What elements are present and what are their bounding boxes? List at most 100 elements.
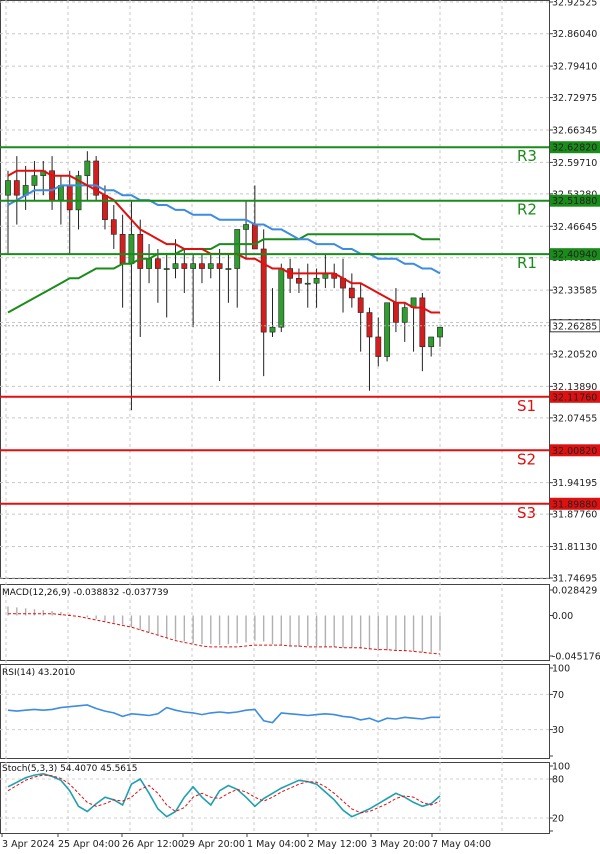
price-tick-label: 32.33585 bbox=[552, 286, 597, 297]
level-value-r2: 32.51880 bbox=[552, 196, 597, 207]
candle-body-bullish bbox=[243, 224, 249, 230]
price-tick-label: 31.81130 bbox=[552, 542, 597, 553]
candle bbox=[366, 307, 373, 391]
candle-body-bearish bbox=[393, 302, 399, 323]
level-tag-r2 bbox=[550, 194, 600, 207]
level-tag-s2 bbox=[550, 444, 600, 457]
x-tick-label: 7 May 04:00 bbox=[432, 839, 491, 850]
x-tick-label: 26 Apr 12:00 bbox=[122, 839, 184, 850]
level-name-r2: R2 bbox=[517, 201, 537, 219]
candle bbox=[437, 326, 443, 347]
candle-body-bearish bbox=[13, 180, 20, 196]
x-tick-label: 2 May 12:00 bbox=[308, 839, 367, 850]
macd-label: MACD(12,26,9) -0.038832 -0.037739 bbox=[2, 588, 169, 598]
candle-body-bearish bbox=[93, 160, 100, 196]
level-tag-s3 bbox=[550, 497, 600, 510]
candle bbox=[84, 151, 91, 201]
level-name-s3: S3 bbox=[517, 504, 536, 522]
candle bbox=[49, 156, 55, 210]
panel-border bbox=[0, 0, 550, 579]
level-value-r3: 32.62820 bbox=[552, 143, 597, 154]
candle bbox=[428, 336, 435, 357]
candle-body-bullish bbox=[31, 175, 38, 186]
level-value-s2: 32.00820 bbox=[552, 446, 597, 457]
candle-body-bearish bbox=[366, 312, 373, 338]
candle-body-bearish bbox=[251, 224, 258, 250]
candle bbox=[163, 253, 170, 318]
macd-tick-label: -0.045176 bbox=[552, 652, 600, 663]
candle bbox=[181, 248, 188, 293]
moving-average-red bbox=[7, 169, 440, 314]
rsi-label: RSI(14) 43.2010 bbox=[2, 668, 75, 678]
candle bbox=[13, 156, 20, 225]
level-name-s1: S1 bbox=[517, 397, 536, 415]
price-tick-label: 31.74695 bbox=[552, 574, 597, 585]
candle bbox=[5, 170, 11, 254]
candle-body-bearish bbox=[119, 234, 126, 264]
moving-average-green bbox=[7, 233, 440, 314]
price-tick-label: 32.59710 bbox=[552, 158, 597, 169]
candle bbox=[384, 302, 391, 362]
candle bbox=[251, 185, 258, 250]
candle bbox=[234, 229, 241, 308]
candle-body-bullish bbox=[225, 268, 232, 270]
stoch-label: Stoch(5,3,3) 54.4070 45.5615 bbox=[2, 764, 137, 774]
candle bbox=[313, 268, 320, 308]
rsi-line bbox=[7, 704, 440, 724]
price-tick-label: 32.07455 bbox=[552, 413, 597, 424]
candle-body-bullish bbox=[428, 336, 435, 348]
candle-body-bearish bbox=[110, 219, 117, 235]
candle bbox=[278, 263, 285, 333]
candle-body-bearish bbox=[66, 185, 73, 211]
candle bbox=[225, 253, 232, 303]
candle-body-bearish bbox=[260, 248, 267, 333]
x-tick-label: 29 Apr 20:00 bbox=[183, 839, 245, 850]
candle-body-bullish bbox=[278, 268, 285, 328]
current-price-label: 32.26285 bbox=[552, 321, 597, 332]
candle bbox=[401, 302, 408, 342]
rsi-tick-label: 30 bbox=[552, 725, 564, 736]
candle-body-bearish bbox=[296, 278, 302, 284]
stoch-tick-label: 100 bbox=[552, 762, 570, 773]
grid bbox=[0, 0, 550, 834]
candle bbox=[154, 248, 161, 303]
candle bbox=[375, 317, 382, 367]
candle bbox=[110, 204, 117, 249]
candle bbox=[119, 214, 126, 308]
candle bbox=[348, 273, 355, 308]
support-resistance-levels: R3 R2 R1 S1 S2 S3 bbox=[0, 146, 549, 522]
level-tag-r3 bbox=[550, 141, 600, 154]
x-tick-label: 3 Apr 2024 bbox=[2, 839, 55, 850]
candle-body-bearish bbox=[375, 336, 382, 357]
price-panel bbox=[0, 151, 549, 411]
level-value-s3: 31.89880 bbox=[552, 499, 597, 510]
x-tick-label: 1 May 04:00 bbox=[247, 839, 306, 850]
candle-body-bearish bbox=[348, 287, 355, 299]
price-tick-label: 32.92525 bbox=[552, 0, 597, 9]
candle bbox=[340, 258, 346, 313]
candle bbox=[102, 185, 108, 230]
level-name-r3: R3 bbox=[517, 147, 537, 165]
candle-body-bearish bbox=[199, 263, 205, 269]
macd-tick-label: 0.00 bbox=[552, 611, 573, 622]
level-tag-s1 bbox=[550, 390, 600, 403]
candle bbox=[287, 258, 294, 293]
candle bbox=[269, 288, 276, 337]
candle-body-bullish bbox=[84, 160, 91, 176]
candle bbox=[419, 292, 426, 372]
candle-body-bearish bbox=[357, 297, 364, 313]
level-tag-r1 bbox=[550, 248, 600, 261]
macd-panel bbox=[7, 606, 441, 655]
macd-tick-label: 0.028429 bbox=[552, 586, 597, 597]
x-tick-label: 3 May 20:00 bbox=[371, 839, 430, 850]
candle-body-bearish bbox=[216, 263, 223, 269]
candle-body-bullish bbox=[75, 175, 82, 211]
price-tick-label: 32.72975 bbox=[552, 93, 597, 104]
candle-body-bearish bbox=[419, 297, 426, 348]
candle bbox=[172, 239, 179, 279]
price-tick-label: 32.46645 bbox=[552, 222, 597, 233]
level-name-s2: S2 bbox=[517, 450, 536, 468]
candle bbox=[331, 263, 338, 289]
